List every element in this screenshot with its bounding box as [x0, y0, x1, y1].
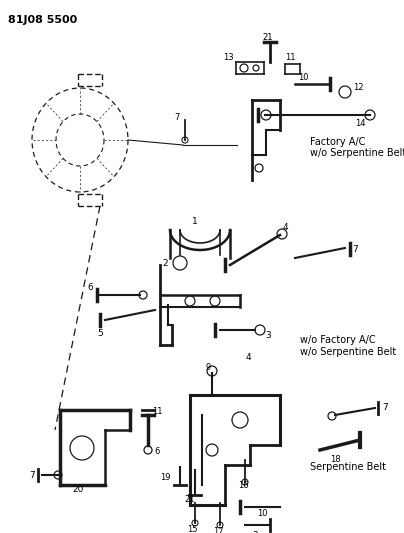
Text: 2: 2	[162, 259, 168, 268]
Text: 3: 3	[252, 530, 258, 533]
Text: 12: 12	[353, 84, 364, 93]
Text: w/o Factory A/C: w/o Factory A/C	[300, 335, 376, 345]
Text: 19: 19	[160, 473, 170, 482]
Text: 6: 6	[154, 448, 159, 456]
Text: 21: 21	[263, 34, 273, 43]
Text: w/o Serpentine Belt: w/o Serpentine Belt	[310, 148, 404, 158]
Text: 18: 18	[330, 456, 340, 464]
Text: 16: 16	[238, 481, 248, 489]
Text: 1: 1	[192, 217, 198, 227]
Text: Factory A/C: Factory A/C	[310, 137, 365, 147]
Text: 81J08 5500: 81J08 5500	[8, 15, 77, 25]
Text: 10: 10	[257, 508, 267, 518]
Text: 20: 20	[72, 486, 84, 495]
Text: 6: 6	[87, 284, 93, 293]
Text: 10: 10	[298, 74, 309, 83]
Text: 15: 15	[187, 524, 197, 533]
Text: 14: 14	[355, 118, 366, 127]
Text: 7: 7	[175, 114, 180, 123]
Text: 11: 11	[152, 408, 162, 416]
Text: 21: 21	[185, 496, 195, 505]
Text: 4: 4	[283, 223, 288, 232]
Text: 13: 13	[223, 53, 234, 62]
Text: 7: 7	[29, 471, 35, 480]
Text: 3: 3	[265, 330, 271, 340]
Text: 11: 11	[285, 53, 295, 62]
Text: 4: 4	[245, 353, 251, 362]
Text: w/o Serpentine Belt: w/o Serpentine Belt	[300, 347, 396, 357]
Text: 17: 17	[213, 527, 223, 533]
Text: 7: 7	[352, 246, 358, 254]
Text: Serpentine Belt: Serpentine Belt	[310, 462, 386, 472]
Text: 9: 9	[205, 362, 210, 372]
Text: 5: 5	[97, 329, 103, 338]
Text: 7: 7	[382, 403, 388, 413]
